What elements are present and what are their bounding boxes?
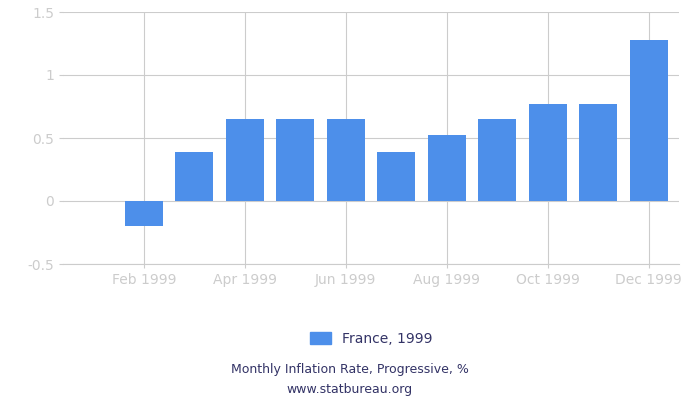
Bar: [428, 136, 466, 201]
Bar: [377, 152, 415, 201]
Bar: [276, 119, 314, 201]
Legend: France, 1999: France, 1999: [304, 326, 438, 352]
Bar: [125, 201, 162, 226]
Bar: [175, 152, 214, 201]
Bar: [630, 40, 668, 201]
Bar: [478, 119, 516, 201]
Bar: [528, 104, 567, 201]
Text: www.statbureau.org: www.statbureau.org: [287, 384, 413, 396]
Text: Monthly Inflation Rate, Progressive, %: Monthly Inflation Rate, Progressive, %: [231, 364, 469, 376]
Bar: [327, 119, 365, 201]
Bar: [226, 119, 264, 201]
Bar: [580, 104, 617, 201]
